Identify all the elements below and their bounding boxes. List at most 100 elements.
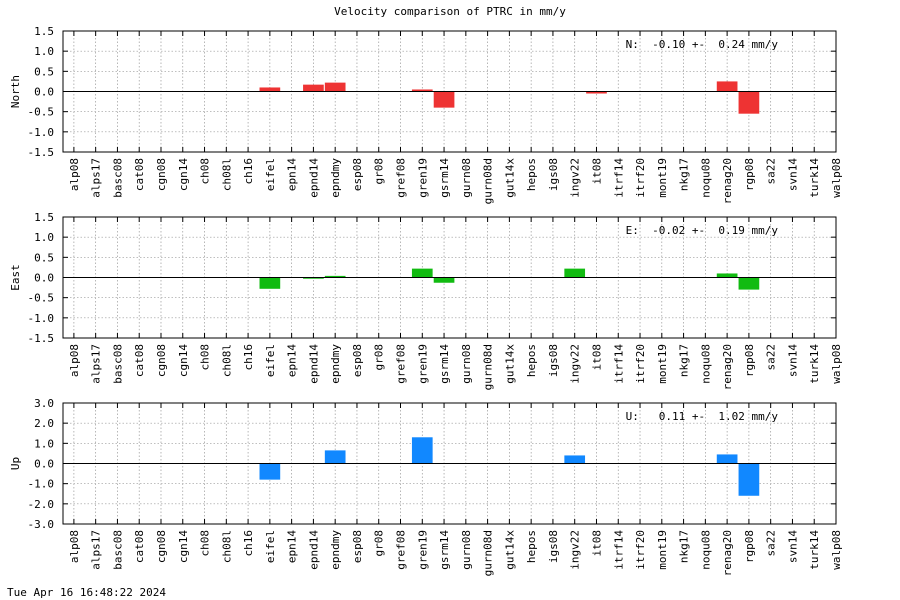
x-tick-label-nkg17: nkg17 [678, 344, 691, 377]
y-tick-label: -1.5 [28, 146, 55, 159]
x-tick-label-ch08: ch08 [199, 158, 212, 185]
bar-epnd14 [303, 277, 324, 279]
bar-gsrm14 [433, 91, 455, 108]
x-tick-label-hepos: hepos [525, 530, 538, 563]
x-tick-label-itrf14: itrf14 [612, 158, 625, 198]
x-tick-label-basc08: basc08 [111, 158, 124, 198]
x-tick-label-renag20: renag20 [721, 158, 734, 204]
x-tick-label-hepos: hepos [525, 158, 538, 191]
x-tick-label-turk14: turk14 [808, 530, 821, 570]
bar-eifel [259, 463, 281, 480]
y-axis-label: East [9, 264, 22, 291]
x-tick-label-renag20: renag20 [721, 344, 734, 390]
x-tick-label-hepos: hepos [525, 344, 538, 377]
x-tick-label-cgn08: cgn08 [155, 530, 168, 563]
x-tick-label-gurn08: gurn08 [460, 530, 473, 570]
x-tick-label-itrf20: itrf20 [634, 530, 647, 570]
y-tick-label: 3.0 [34, 397, 54, 410]
x-tick-label-ch08l: ch08l [220, 158, 233, 191]
bar-epndmy [324, 450, 346, 464]
x-tick-label-gref08: gref08 [395, 158, 408, 198]
x-tick-label-turk14: turk14 [808, 158, 821, 198]
bar-eifel [259, 277, 281, 289]
x-tick-label-ch16: ch16 [242, 530, 255, 557]
x-tick-label-it08: it08 [590, 344, 603, 371]
x-tick-label-gsrm14: gsrm14 [438, 158, 451, 198]
x-tick-label-cat08: cat08 [133, 530, 146, 563]
x-tick-label-epn14: epn14 [286, 158, 299, 191]
x-tick-label-walp08: walp08 [830, 344, 843, 384]
bar-epndmy [324, 82, 346, 92]
bar-rgp08 [738, 91, 760, 114]
x-tick-label-cgn14: cgn14 [177, 158, 190, 191]
x-tick-label-gr08: gr08 [373, 158, 386, 185]
x-tick-label-ingv22: ingv22 [569, 158, 582, 198]
x-tick-label-nkg17: nkg17 [678, 158, 691, 191]
x-tick-label-gurn08: gurn08 [460, 344, 473, 384]
x-tick-label-turk14: turk14 [808, 344, 821, 384]
x-tick-label-ingv22: ingv22 [569, 530, 582, 570]
bar-epndmy [324, 275, 346, 278]
stats-annotation: U: 0.11 +- 1.02 mm/y [626, 410, 779, 423]
x-tick-label-epndmy: epndmy [329, 344, 342, 384]
x-tick-label-basc08: basc08 [111, 530, 124, 570]
x-tick-label-nkg17: nkg17 [678, 530, 691, 563]
bar-gren19 [411, 268, 433, 278]
x-tick-label-gren19: gren19 [416, 530, 429, 570]
stats-annotation: E: -0.02 +- 0.19 mm/y [626, 224, 779, 237]
x-tick-label-epnd14: epnd14 [307, 344, 320, 384]
x-tick-label-esp08: esp08 [351, 344, 364, 377]
y-tick-label: 1.0 [34, 437, 54, 450]
x-tick-label-alps17: alps17 [90, 344, 103, 384]
x-tick-label-eifel: eifel [264, 158, 277, 191]
x-tick-label-ch16: ch16 [242, 158, 255, 185]
x-tick-label-ingv22: ingv22 [569, 344, 582, 384]
x-tick-label-gref08: gref08 [395, 344, 408, 384]
x-tick-label-epndmy: epndmy [329, 158, 342, 198]
x-tick-label-renag20: renag20 [721, 530, 734, 576]
x-tick-label-epn14: epn14 [286, 530, 299, 563]
x-tick-label-igs08: igs08 [547, 158, 560, 191]
x-tick-label-noqu08: noqu08 [699, 158, 712, 198]
x-tick-label-gurn08d: gurn08d [482, 158, 495, 204]
bar-renag20 [716, 454, 738, 464]
x-tick-label-ch08l: ch08l [220, 344, 233, 377]
bar-it08 [586, 91, 607, 94]
x-tick-label-rgp08: rgp08 [743, 530, 756, 563]
x-tick-label-gref08: gref08 [395, 530, 408, 570]
x-tick-label-rgp08: rgp08 [743, 344, 756, 377]
y-tick-label: -0.5 [28, 292, 55, 305]
y-tick-label: 1.5 [34, 211, 54, 224]
y-tick-label: -3.0 [28, 518, 55, 531]
x-tick-label-gr08: gr08 [373, 344, 386, 371]
x-tick-label-esp08: esp08 [351, 158, 364, 191]
y-tick-label: 1.5 [34, 25, 54, 38]
x-tick-label-epnd14: epnd14 [307, 158, 320, 198]
x-tick-label-alps17: alps17 [90, 158, 103, 198]
x-tick-label-epn14: epn14 [286, 344, 299, 377]
x-tick-label-cat08: cat08 [133, 344, 146, 377]
bar-renag20 [716, 81, 738, 92]
bar-renag20 [716, 273, 738, 278]
y-tick-label: -1.5 [28, 332, 55, 345]
x-tick-label-svn14: svn14 [786, 530, 799, 563]
x-tick-label-gren19: gren19 [416, 344, 429, 384]
x-tick-label-gsrm14: gsrm14 [438, 530, 451, 570]
y-tick-label: -1.0 [28, 478, 55, 491]
y-tick-label: 0.0 [34, 272, 54, 285]
y-tick-label: -2.0 [28, 498, 55, 511]
x-tick-label-gut14x: gut14x [503, 158, 516, 198]
y-tick-label: 1.0 [34, 231, 54, 244]
page-title: Velocity comparison of PTRC in mm/y [334, 5, 566, 18]
x-tick-label-igs08: igs08 [547, 344, 560, 377]
x-tick-label-gurn08d: gurn08d [482, 344, 495, 390]
x-tick-label-it08: it08 [590, 158, 603, 185]
y-tick-label: 1.0 [34, 45, 54, 58]
bar-gsrm14 [433, 277, 455, 283]
x-tick-label-ch16: ch16 [242, 344, 255, 371]
y-tick-label: -1.0 [28, 312, 55, 325]
x-tick-label-itrf20: itrf20 [634, 158, 647, 198]
y-tick-label: -0.5 [28, 106, 55, 119]
x-tick-label-walp08: walp08 [830, 158, 843, 198]
